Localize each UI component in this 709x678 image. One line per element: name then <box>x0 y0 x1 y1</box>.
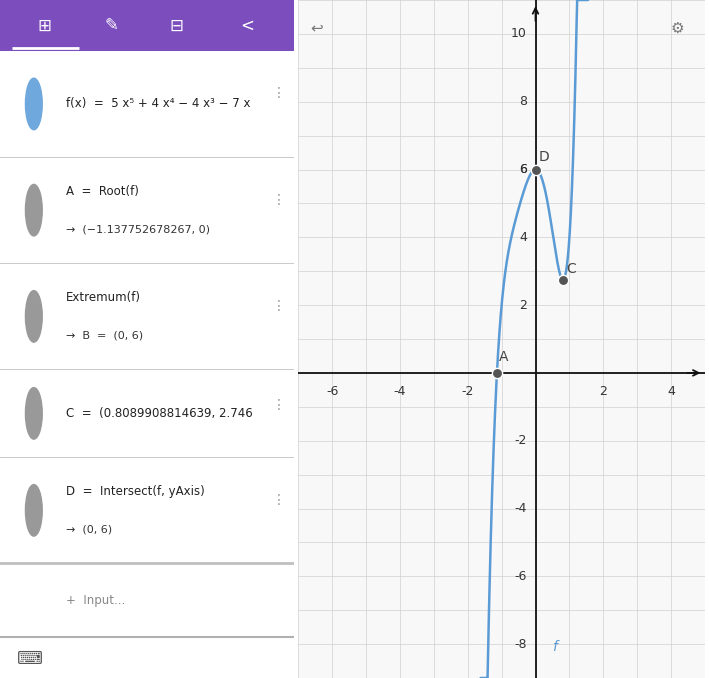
Text: 2: 2 <box>519 298 527 312</box>
Text: 8: 8 <box>519 95 527 108</box>
Text: 6: 6 <box>519 163 527 176</box>
Text: 10: 10 <box>511 27 527 41</box>
Text: ⌨: ⌨ <box>16 650 43 668</box>
Text: 6: 6 <box>519 163 527 176</box>
Text: f(x)  =  5 x⁵ + 4 x⁴ − 4 x³ − 7 x: f(x) = 5 x⁵ + 4 x⁴ − 4 x³ − 7 x <box>66 98 251 111</box>
Text: →  B  =  (0, 6): → B = (0, 6) <box>66 330 143 340</box>
Text: ⋮: ⋮ <box>272 299 286 313</box>
Text: Extremum(f): Extremum(f) <box>66 291 141 304</box>
Point <box>491 367 503 378</box>
Text: 4: 4 <box>667 385 675 398</box>
Text: ⋮: ⋮ <box>272 493 286 506</box>
Point <box>557 275 569 285</box>
Ellipse shape <box>26 388 43 439</box>
Point <box>530 164 541 175</box>
Text: ⚙: ⚙ <box>671 20 685 35</box>
Text: -4: -4 <box>515 502 527 515</box>
Ellipse shape <box>26 291 43 342</box>
Text: A  =  Root(f): A = Root(f) <box>66 184 139 197</box>
Text: +  Input...: + Input... <box>66 594 125 607</box>
Ellipse shape <box>26 184 43 236</box>
Text: →  (0, 6): → (0, 6) <box>66 525 112 534</box>
Text: -4: -4 <box>393 385 406 398</box>
Text: ⋮: ⋮ <box>272 86 286 100</box>
Text: D  =  Intersect(f, yAxis): D = Intersect(f, yAxis) <box>66 485 205 498</box>
Ellipse shape <box>26 485 43 536</box>
Text: ✎: ✎ <box>105 16 118 35</box>
Text: f: f <box>552 640 557 654</box>
Text: -6: -6 <box>326 385 338 398</box>
Text: ↩: ↩ <box>311 20 323 35</box>
Text: ⊟: ⊟ <box>169 16 184 35</box>
Text: 4: 4 <box>519 231 527 244</box>
Text: ⊞: ⊞ <box>37 16 51 35</box>
Text: ⋮: ⋮ <box>272 193 286 207</box>
Ellipse shape <box>26 78 43 129</box>
Text: 2: 2 <box>599 385 607 398</box>
Text: C  =  (0.8089908814639, 2.746: C = (0.8089908814639, 2.746 <box>66 407 253 420</box>
Text: -2: -2 <box>515 434 527 447</box>
Text: -8: -8 <box>515 637 527 651</box>
Text: -2: -2 <box>462 385 474 398</box>
Text: <: < <box>240 16 254 35</box>
Text: A: A <box>499 350 509 364</box>
Text: -6: -6 <box>515 570 527 583</box>
Text: ⋮: ⋮ <box>272 397 286 412</box>
Text: C: C <box>566 262 576 276</box>
Bar <box>0 0 294 51</box>
Text: →  (−1.137752678267, 0): → (−1.137752678267, 0) <box>66 224 210 235</box>
Text: D: D <box>539 150 549 164</box>
